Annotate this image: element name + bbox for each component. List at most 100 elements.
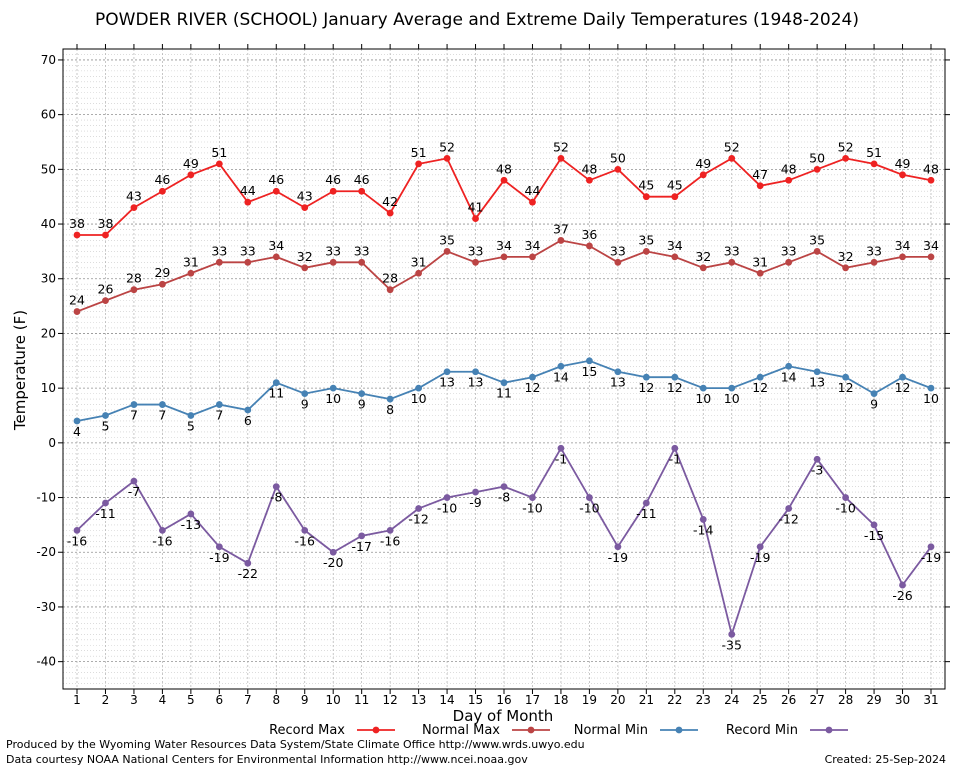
data-point (159, 526, 166, 534)
data-point (699, 171, 707, 179)
x-tick-label: 16 (496, 693, 511, 707)
data-label: -16 (380, 533, 400, 548)
data-point (244, 559, 252, 567)
data-point (529, 253, 536, 261)
data-point (586, 242, 593, 250)
y-axis-label: Temperature (F) (11, 310, 29, 431)
data-point (329, 187, 337, 195)
data-point (215, 160, 223, 168)
data-label: 9 (301, 397, 309, 412)
data-label: 48 (581, 161, 597, 176)
series-normal-min: 4 5 7 7 5 7 6 11 9 10 9 8 10 13 13 11 12 14 15 13 12 12 10 10 12… (73, 357, 939, 439)
y-tick-label: 60 (41, 108, 56, 122)
x-tick-label: 27 (809, 693, 824, 707)
data-point (472, 258, 479, 266)
data-point (187, 171, 195, 179)
data-label: 10 (923, 391, 939, 406)
data-label: 43 (126, 189, 142, 204)
data-point (244, 406, 252, 414)
x-tick-label: 3 (130, 693, 138, 707)
data-point (899, 581, 906, 589)
data-label: 34 (667, 238, 683, 253)
data-label: 44 (240, 183, 256, 198)
data-label: 11 (268, 386, 284, 401)
footer-produced-by: Produced by the Wyoming Water Resources … (6, 738, 585, 751)
data-point (187, 412, 195, 419)
data-point (557, 444, 565, 452)
data-point (102, 412, 109, 419)
data-point (443, 155, 451, 162)
data-point (614, 543, 622, 551)
data-label: -19 (209, 550, 229, 565)
data-point (699, 516, 707, 523)
data-point (386, 526, 394, 534)
data-label: -13 (181, 517, 201, 532)
data-label: 28 (382, 271, 398, 286)
data-label: 12 (895, 380, 911, 395)
data-label: 7 (215, 408, 223, 423)
data-point (586, 494, 593, 501)
x-axis: 1 2 3 4 5 6 7 8 9 10 11 12 13 14 15 16 17 18 19 20 21 22 23 24 2… (73, 44, 939, 707)
data-point (159, 187, 166, 195)
data-label: 11 (496, 386, 512, 401)
data-label: 31 (752, 254, 768, 269)
data-label: -11 (95, 506, 115, 521)
data-label: 34 (923, 238, 939, 253)
data-point (329, 384, 337, 392)
data-label: -8 (270, 490, 283, 505)
data-point (358, 258, 366, 266)
data-label: 49 (183, 156, 199, 171)
data-label: 33 (468, 243, 484, 258)
data-label: 41 (468, 200, 484, 215)
data-point (699, 264, 707, 272)
data-point (443, 247, 451, 255)
data-point (215, 401, 223, 408)
data-label: -15 (864, 528, 884, 543)
x-tick-label: 12 (382, 693, 397, 707)
x-tick-label: 30 (895, 693, 910, 707)
data-point (785, 176, 793, 184)
data-label: 33 (866, 243, 882, 258)
y-tick-label: -20 (36, 545, 56, 559)
x-tick-label: 19 (582, 693, 597, 707)
data-point (785, 505, 793, 512)
data-label: 36 (581, 227, 597, 242)
data-point (472, 368, 479, 376)
x-tick-label: 9 (301, 693, 309, 707)
x-tick-label: 24 (724, 693, 739, 707)
data-label: 37 (553, 221, 569, 236)
data-label: -10 (579, 501, 599, 516)
data-point (415, 160, 422, 168)
data-label: 32 (297, 249, 313, 264)
data-point (215, 543, 223, 551)
data-point (102, 297, 109, 305)
footer-data-courtesy: Data courtesy NOAA National Centers for … (6, 753, 528, 766)
data-point (472, 215, 479, 222)
data-label: 49 (695, 156, 711, 171)
data-label: -3 (811, 462, 823, 477)
data-point (870, 521, 878, 529)
data-label: -16 (295, 533, 315, 548)
data-point (358, 532, 366, 540)
data-point (557, 362, 565, 370)
data-label: 8 (386, 402, 394, 417)
data-label: 14 (553, 369, 569, 384)
data-label: 31 (411, 254, 427, 269)
data-label: -8 (498, 490, 511, 505)
data-point (130, 286, 138, 294)
data-point (870, 390, 878, 398)
data-point (272, 187, 280, 195)
legend-swatch-marker (527, 726, 535, 734)
data-label: -12 (408, 511, 428, 526)
data-point (842, 264, 849, 272)
data-point (358, 390, 366, 398)
data-label: -12 (778, 511, 798, 526)
data-point (159, 401, 166, 408)
data-point (614, 368, 622, 376)
data-label: 13 (439, 375, 455, 390)
data-point (329, 258, 337, 266)
legend-swatch-marker (675, 726, 683, 734)
data-point (842, 373, 849, 381)
